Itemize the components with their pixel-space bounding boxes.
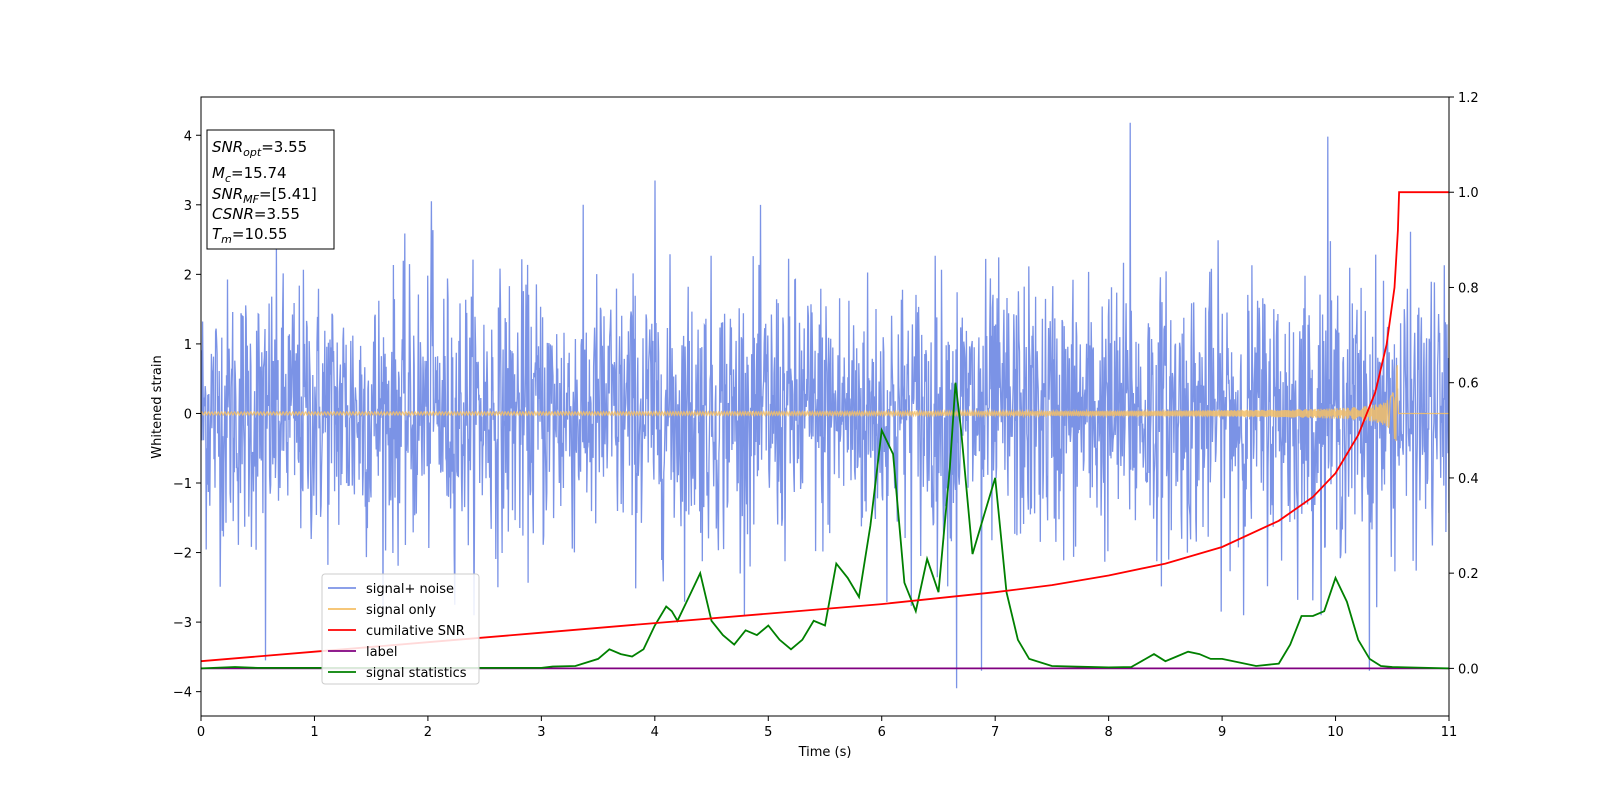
- legend: signal+ noise signal only cumilative SNR la…: [321, 573, 480, 685]
- y-tick-label: 4: [184, 129, 192, 144]
- legend-label: signal statistics: [366, 666, 467, 681]
- y2-tick-label: 0.4: [1458, 472, 1479, 487]
- y2-tick-label: 0.0: [1458, 662, 1479, 677]
- annotation-snr-opt: SNRopt=3.55: [212, 138, 307, 159]
- y-tick-label: 2: [184, 268, 192, 283]
- series-signal-only-line: [201, 365, 1449, 442]
- axis-ticks: 0 1 2 3 4 5 6 7 8 9 10 11 −4 −3 −2 −1 0 1 2 3 4 0.0 0.2 0.4 0.6 0…: [173, 91, 1479, 740]
- x-tick-label: 3: [537, 725, 545, 740]
- annotation-csnr: CSNR=3.55: [212, 205, 300, 223]
- x-tick-label: 9: [1218, 725, 1226, 740]
- x-tick-label: 10: [1327, 725, 1344, 740]
- y-tick-label: −3: [173, 616, 192, 631]
- legend-label: signal only: [366, 603, 436, 618]
- x-tick-label: 8: [1104, 725, 1112, 740]
- y-tick-label: 0: [184, 407, 192, 422]
- y-tick-label: 3: [184, 199, 192, 214]
- x-tick-label: 6: [878, 725, 886, 740]
- x-axis-label: Time (s): [798, 745, 852, 760]
- snr-annotation-box: SNRopt=3.55 Mc=15.74 SNRMF=[5.41] CSNR=3…: [206, 129, 335, 250]
- x-tick-label: 1: [310, 725, 318, 740]
- x-tick-label: 4: [651, 725, 659, 740]
- axes-frame: [200, 96, 1450, 717]
- y-tick-label: 1: [184, 338, 192, 353]
- legend-label: signal+ noise: [366, 582, 454, 597]
- series-cumulative-snr-line: [201, 191, 1449, 663]
- y2-tick-label: 0.6: [1458, 377, 1479, 392]
- annotation-tm: Tm=10.55: [212, 225, 287, 246]
- y2-tick-label: 1.2: [1458, 91, 1479, 106]
- x-tick-label: 11: [1441, 725, 1458, 740]
- x-tick-label: 7: [991, 725, 999, 740]
- x-tick-label: 2: [424, 725, 432, 740]
- y-tick-label: −1: [173, 477, 192, 492]
- series-signal-statistics-line: [201, 382, 1449, 670]
- y2-tick-label: 0.8: [1458, 281, 1479, 296]
- annotation-snr-mf: SNRMF=[5.41]: [212, 185, 317, 206]
- y-tick-label: −2: [173, 547, 192, 562]
- annotation-mc: Mc=15.74: [212, 164, 287, 185]
- legend-label: label: [366, 645, 397, 660]
- y2-tick-label: 1.0: [1458, 186, 1479, 201]
- y-tick-label: −4: [173, 686, 192, 701]
- y2-tick-label: 0.2: [1458, 567, 1479, 582]
- y-axis-label: Whitened strain: [150, 355, 165, 458]
- series-signal-noise-line: [201, 122, 1449, 689]
- x-tick-label: 0: [197, 725, 205, 740]
- x-tick-label: 5: [764, 725, 772, 740]
- legend-label: cumilative SNR: [366, 624, 465, 639]
